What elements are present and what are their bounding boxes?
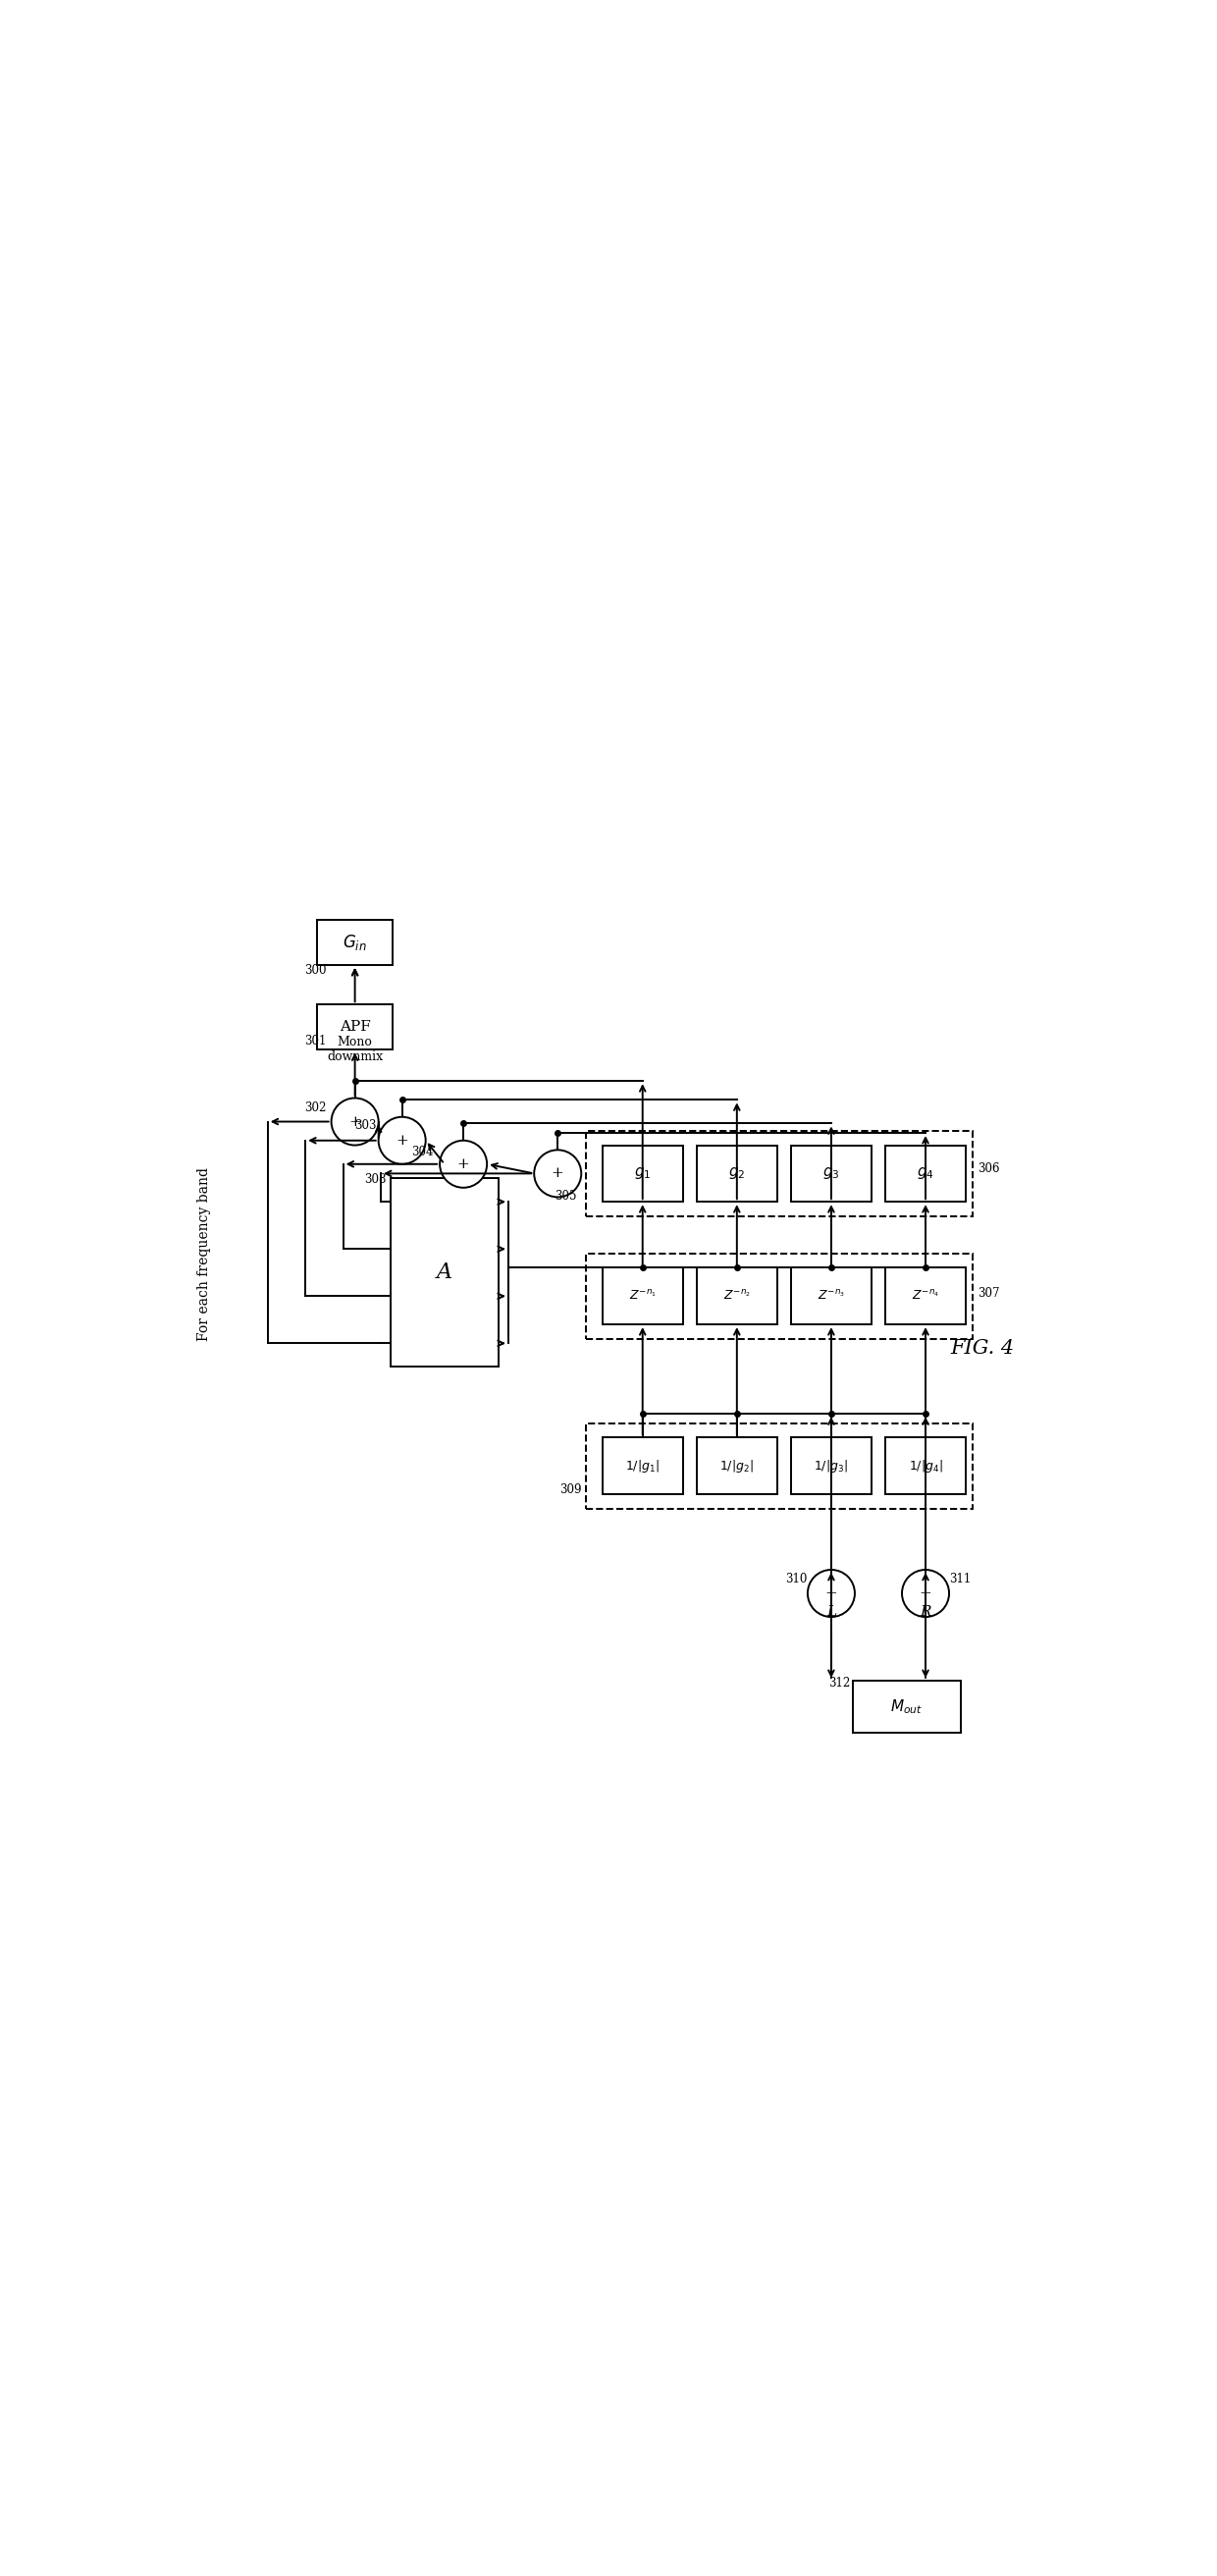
- Text: +: +: [551, 1167, 563, 1180]
- Text: 304: 304: [411, 1146, 433, 1159]
- Text: $g_2$: $g_2$: [729, 1167, 745, 1182]
- Bar: [391, 1177, 499, 1368]
- Bar: [585, 1131, 972, 1216]
- Text: $1/|g_3|$: $1/|g_3|$: [814, 1458, 848, 1473]
- Bar: [791, 1267, 871, 1324]
- Text: +: +: [348, 1115, 361, 1128]
- Circle shape: [331, 1097, 378, 1146]
- Text: FIG. 4: FIG. 4: [950, 1340, 1014, 1358]
- Text: $1/|g_4|$: $1/|g_4|$: [908, 1458, 943, 1473]
- Text: 303: 303: [354, 1118, 376, 1131]
- Text: +: +: [825, 1587, 837, 1600]
- Text: A: A: [437, 1262, 453, 1283]
- Bar: [886, 1437, 965, 1494]
- Circle shape: [902, 1569, 949, 1618]
- Text: $g_1$: $g_1$: [634, 1167, 651, 1182]
- Text: R: R: [920, 1605, 931, 1620]
- Bar: [791, 1437, 871, 1494]
- Text: 302: 302: [304, 1100, 326, 1113]
- Text: $Z^{-n_4}$: $Z^{-n_4}$: [912, 1291, 940, 1303]
- Bar: [318, 1005, 393, 1051]
- Text: 307: 307: [977, 1288, 999, 1301]
- Bar: [791, 1146, 871, 1203]
- Text: +: +: [919, 1587, 932, 1600]
- Bar: [602, 1437, 683, 1494]
- Text: L: L: [826, 1605, 836, 1620]
- Bar: [697, 1437, 776, 1494]
- Text: $Z^{-n_1}$: $Z^{-n_1}$: [629, 1291, 656, 1303]
- Bar: [602, 1146, 683, 1203]
- Text: 300: 300: [304, 963, 326, 976]
- Bar: [852, 1680, 961, 1734]
- Bar: [585, 1255, 972, 1340]
- Circle shape: [808, 1569, 854, 1618]
- Bar: [602, 1267, 683, 1324]
- Text: 311: 311: [949, 1574, 971, 1587]
- Text: 308: 308: [364, 1175, 386, 1188]
- Bar: [697, 1267, 776, 1324]
- Text: $g_3$: $g_3$: [823, 1167, 840, 1182]
- Text: $G_{in}$: $G_{in}$: [343, 933, 368, 953]
- Circle shape: [378, 1118, 426, 1164]
- Text: $1/|g_1|$: $1/|g_1|$: [626, 1458, 660, 1473]
- Bar: [886, 1146, 965, 1203]
- Bar: [318, 920, 393, 966]
- Text: $Z^{-n_2}$: $Z^{-n_2}$: [723, 1291, 751, 1303]
- Text: $1/|g_2|$: $1/|g_2|$: [719, 1458, 755, 1473]
- Text: For each frequency band: For each frequency band: [197, 1167, 211, 1340]
- Text: $Z^{-n_3}$: $Z^{-n_3}$: [818, 1291, 845, 1303]
- Text: $M_{out}$: $M_{out}$: [891, 1698, 922, 1716]
- Text: +: +: [396, 1133, 409, 1146]
- Text: $g_4$: $g_4$: [916, 1167, 935, 1182]
- Bar: [886, 1267, 965, 1324]
- Text: 305: 305: [555, 1190, 577, 1203]
- Bar: [697, 1146, 776, 1203]
- Text: 312: 312: [829, 1677, 849, 1690]
- Circle shape: [439, 1141, 487, 1188]
- Text: 310: 310: [786, 1574, 808, 1587]
- Text: +: +: [458, 1157, 470, 1172]
- Text: Mono
downmix: Mono downmix: [327, 1036, 383, 1064]
- Text: 309: 309: [559, 1484, 582, 1497]
- Circle shape: [534, 1149, 582, 1198]
- Text: APF: APF: [340, 1020, 370, 1033]
- Bar: [585, 1425, 972, 1510]
- Text: 306: 306: [977, 1162, 999, 1175]
- Text: 301: 301: [304, 1036, 326, 1048]
